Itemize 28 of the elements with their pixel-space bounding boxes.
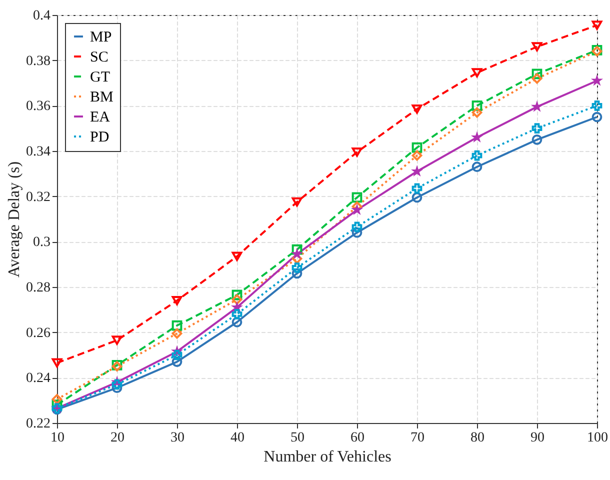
x-tick-label: 50: [290, 430, 304, 446]
y-axis-title: Average Delay (s): [6, 161, 23, 278]
x-tick-label: 20: [110, 430, 124, 446]
x-tick-label: 100: [587, 430, 608, 446]
y-tick-label: 0.36: [26, 99, 50, 114]
legend-label: SC: [90, 50, 108, 66]
y-tick-label: 0.32: [26, 190, 50, 205]
x-tick-label: 70: [410, 430, 424, 446]
x-tick-label: 60: [350, 430, 364, 446]
x-tick-label: 40: [230, 430, 244, 446]
x-tick-label: 90: [530, 430, 544, 446]
y-tick-label: 0.4: [33, 8, 50, 24]
y-tick-label: 0.3: [33, 235, 50, 250]
legend-label: BM: [90, 90, 114, 106]
legend-label: PD: [90, 130, 110, 146]
legend-label: GT: [90, 70, 110, 86]
legend-label: EA: [90, 110, 110, 126]
y-tick-label: 0.26: [26, 326, 50, 341]
x-axis-title: Number of Vehicles: [264, 448, 392, 466]
x-tick-label: 30: [170, 430, 184, 446]
x-tick-label: 80: [470, 430, 484, 446]
y-tick-label: 0.38: [26, 54, 50, 69]
x-tick-label: 10: [50, 430, 64, 446]
y-tick-label: 0.28: [26, 280, 50, 296]
y-tick-label: 0.24: [26, 371, 50, 386]
legend-label: MP: [90, 30, 112, 46]
y-tick-label: 0.34: [26, 144, 50, 160]
y-tick-label: 0.22: [26, 416, 50, 432]
